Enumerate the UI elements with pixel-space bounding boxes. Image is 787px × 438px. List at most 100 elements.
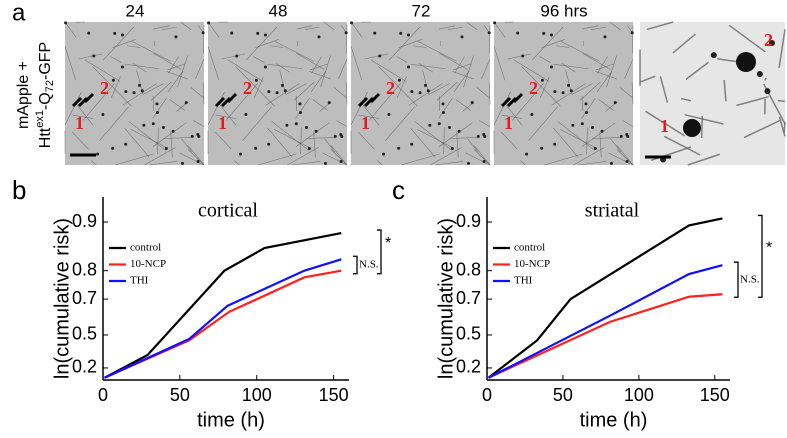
neurite [631, 82, 634, 105]
neurite [493, 21, 506, 38]
neurite [519, 160, 526, 166]
cell [516, 31, 520, 35]
neurite [330, 149, 348, 166]
neurite [207, 91, 225, 126]
neurite [624, 58, 634, 79]
neurite [453, 70, 470, 93]
neurite [233, 160, 240, 166]
neurite [479, 120, 491, 127]
cell [267, 90, 271, 94]
legend-label: control [514, 242, 545, 254]
cell [87, 31, 91, 35]
neurite [72, 114, 94, 119]
neurite [467, 138, 479, 153]
cell [132, 91, 136, 95]
neurite [501, 114, 523, 119]
neurite [265, 83, 300, 106]
y-axis-label: ln(cumulative risk) [435, 218, 457, 379]
neurite [92, 66, 132, 107]
neurite [463, 55, 474, 88]
neurite [323, 21, 335, 31]
neurite [646, 21, 674, 31]
cell [418, 91, 422, 95]
neurite [553, 63, 589, 70]
panel-label: a [12, 0, 26, 26]
cell [540, 146, 544, 150]
neurite [439, 25, 456, 30]
cell [460, 35, 464, 39]
neurite [507, 53, 532, 60]
neurite [619, 87, 634, 99]
neurite [687, 153, 721, 166]
neurite [180, 21, 192, 31]
cell [397, 146, 401, 150]
neurite [99, 106, 129, 141]
neurite [295, 122, 330, 147]
time-label: 48 [269, 1, 288, 20]
cell-marker: 2 [386, 78, 395, 98]
cell-marker: 1 [361, 113, 370, 133]
neurite [242, 106, 272, 141]
neurite [449, 137, 480, 139]
annotation: N.S. [740, 273, 760, 285]
cell [450, 146, 454, 150]
neurite [166, 71, 188, 80]
cell [174, 35, 178, 39]
neurite [322, 152, 348, 166]
time-label: 96 hrs [540, 1, 587, 20]
neurite [161, 26, 177, 31]
cell [263, 65, 267, 69]
neurite [245, 26, 278, 61]
neurite [672, 33, 696, 54]
cell-marker: 1 [504, 113, 513, 133]
neurite [350, 46, 363, 81]
cell-marker: 2 [100, 78, 109, 98]
cell [137, 83, 141, 87]
neurite [112, 39, 136, 48]
neurite [428, 83, 450, 95]
cell [426, 89, 430, 93]
cell [254, 78, 258, 82]
arrow [500, 92, 524, 108]
cell [768, 40, 775, 47]
cell [304, 126, 308, 130]
neurite [531, 26, 564, 61]
neurite [616, 149, 634, 166]
neurite [578, 161, 607, 166]
cell-marker: 1 [660, 116, 669, 136]
y-tick-label: 0.5 [72, 324, 97, 344]
neurite [544, 153, 583, 166]
neurite [680, 97, 692, 102]
cell [333, 134, 337, 138]
cell [280, 83, 284, 87]
neurite [313, 132, 316, 158]
neurite [557, 121, 595, 151]
cell [625, 159, 629, 163]
neurite [430, 147, 462, 166]
time-label: 24 [126, 1, 145, 20]
cell [190, 134, 194, 138]
neurite [622, 120, 634, 127]
legend-label: THI [130, 275, 149, 287]
cell [566, 83, 570, 87]
neurite [684, 113, 724, 125]
series-line [104, 258, 342, 379]
neurite [84, 59, 121, 82]
cell [540, 78, 544, 82]
neurite [227, 59, 264, 82]
neurite [207, 46, 220, 81]
time-label: 72 [412, 1, 431, 20]
cell [201, 31, 205, 35]
neurite [78, 53, 103, 60]
neurite [293, 81, 315, 101]
cell [625, 133, 629, 137]
annotation: * [766, 240, 772, 257]
cell [171, 129, 175, 133]
neurite [632, 24, 634, 54]
neurite [193, 120, 205, 127]
cell [487, 31, 491, 35]
x-tick-label: 50 [553, 385, 573, 405]
cell-body [683, 119, 701, 137]
neurite [511, 83, 544, 121]
cell [399, 31, 403, 35]
